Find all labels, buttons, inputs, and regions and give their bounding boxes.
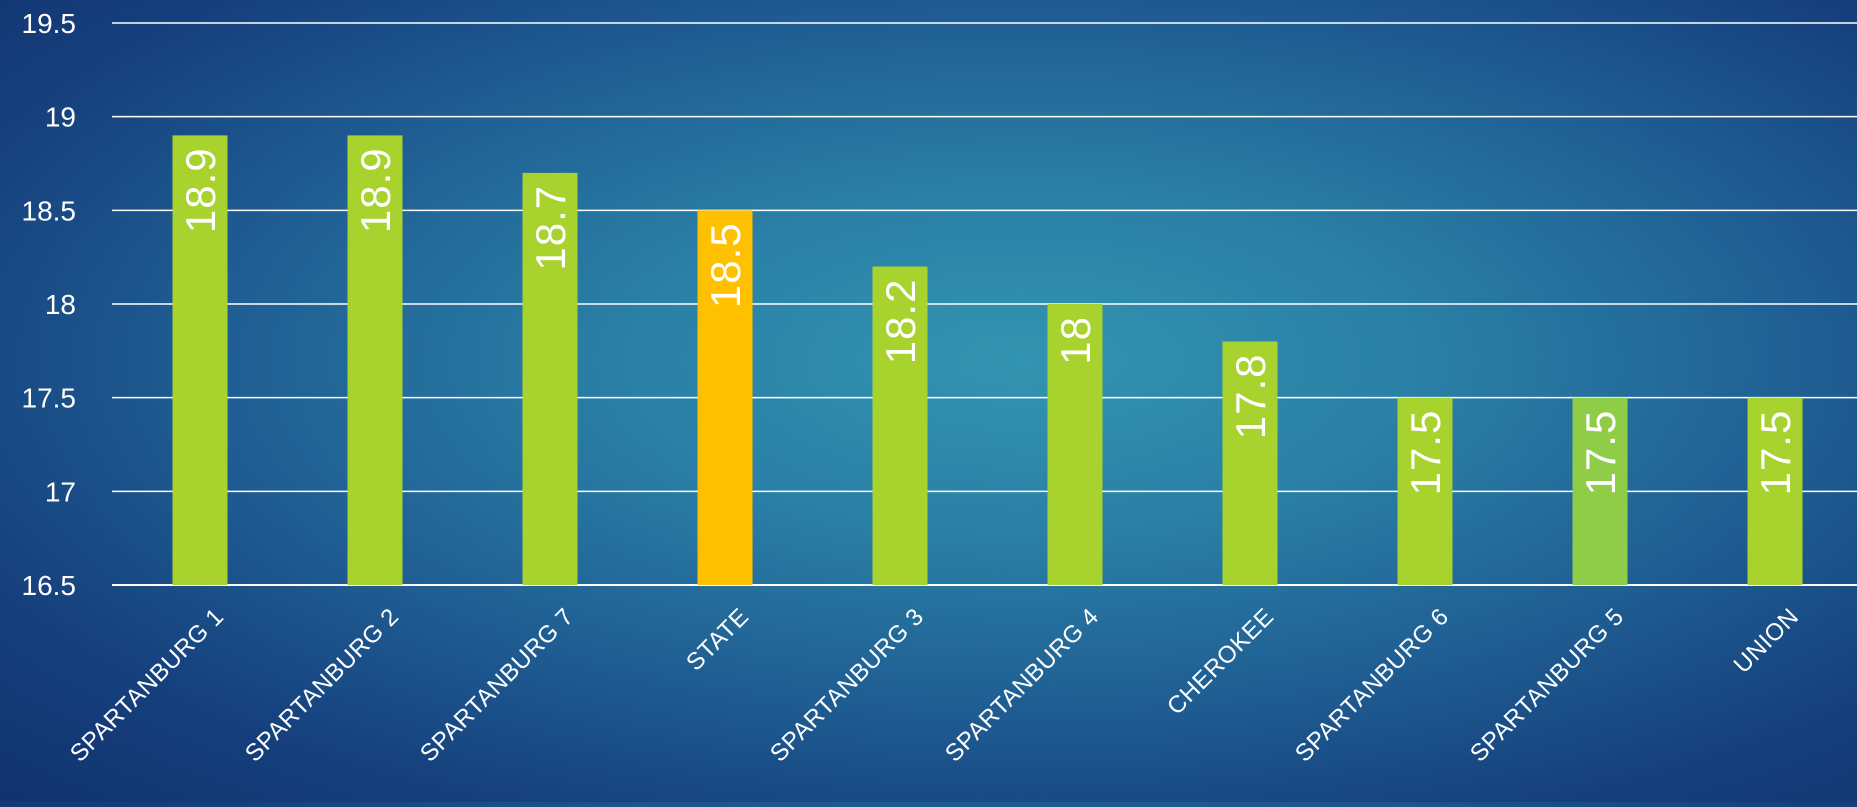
- y-tick-label: 18: [45, 289, 76, 320]
- bar: [1572, 397, 1628, 585]
- x-tick-label: SPARTANBURG 5: [1465, 603, 1629, 767]
- y-tick-label: 19: [45, 102, 76, 133]
- data-label: 18.9: [352, 147, 399, 233]
- data-label: 17.5: [1577, 410, 1624, 496]
- x-tick-label: CHEROKEE: [1162, 603, 1279, 720]
- bar: [522, 172, 578, 585]
- x-tick-label: SPARTANBURG 6: [1290, 603, 1454, 767]
- x-tick-label: SPARTANBURG 2: [240, 603, 404, 767]
- data-label: 18: [1052, 316, 1099, 365]
- data-label: 18.9: [177, 147, 224, 233]
- y-tick-label: 19.5: [22, 8, 77, 39]
- bar: [1222, 341, 1278, 585]
- y-tick-label: 17: [45, 476, 76, 507]
- y-tick-label: 18.5: [22, 195, 77, 226]
- x-tick-label: SPARTANBURG 1: [65, 603, 229, 767]
- x-tick-label: UNION: [1729, 603, 1805, 679]
- data-label: 17.8: [1227, 353, 1274, 439]
- x-tick-label: SPARTANBURG 3: [765, 603, 929, 767]
- bar: [697, 210, 753, 586]
- bar: [1047, 304, 1103, 585]
- y-tick-label: 17.5: [22, 383, 77, 414]
- data-label: 18.2: [877, 279, 924, 365]
- y-tick-label: 16.5: [22, 570, 77, 601]
- x-tick-label: STATE: [681, 603, 754, 676]
- data-label: 18.5: [702, 222, 749, 308]
- data-label: 18.7: [527, 185, 574, 271]
- bar: [172, 135, 228, 585]
- data-label: 17.5: [1402, 410, 1449, 496]
- bar: [1747, 397, 1803, 585]
- x-tick-label: SPARTANBURG 7: [415, 603, 579, 767]
- x-tick-label: SPARTANBURG 4: [940, 603, 1104, 767]
- bar: [347, 135, 403, 585]
- bar: [872, 266, 928, 585]
- bar: [1397, 397, 1453, 585]
- data-label: 17.5: [1752, 410, 1799, 496]
